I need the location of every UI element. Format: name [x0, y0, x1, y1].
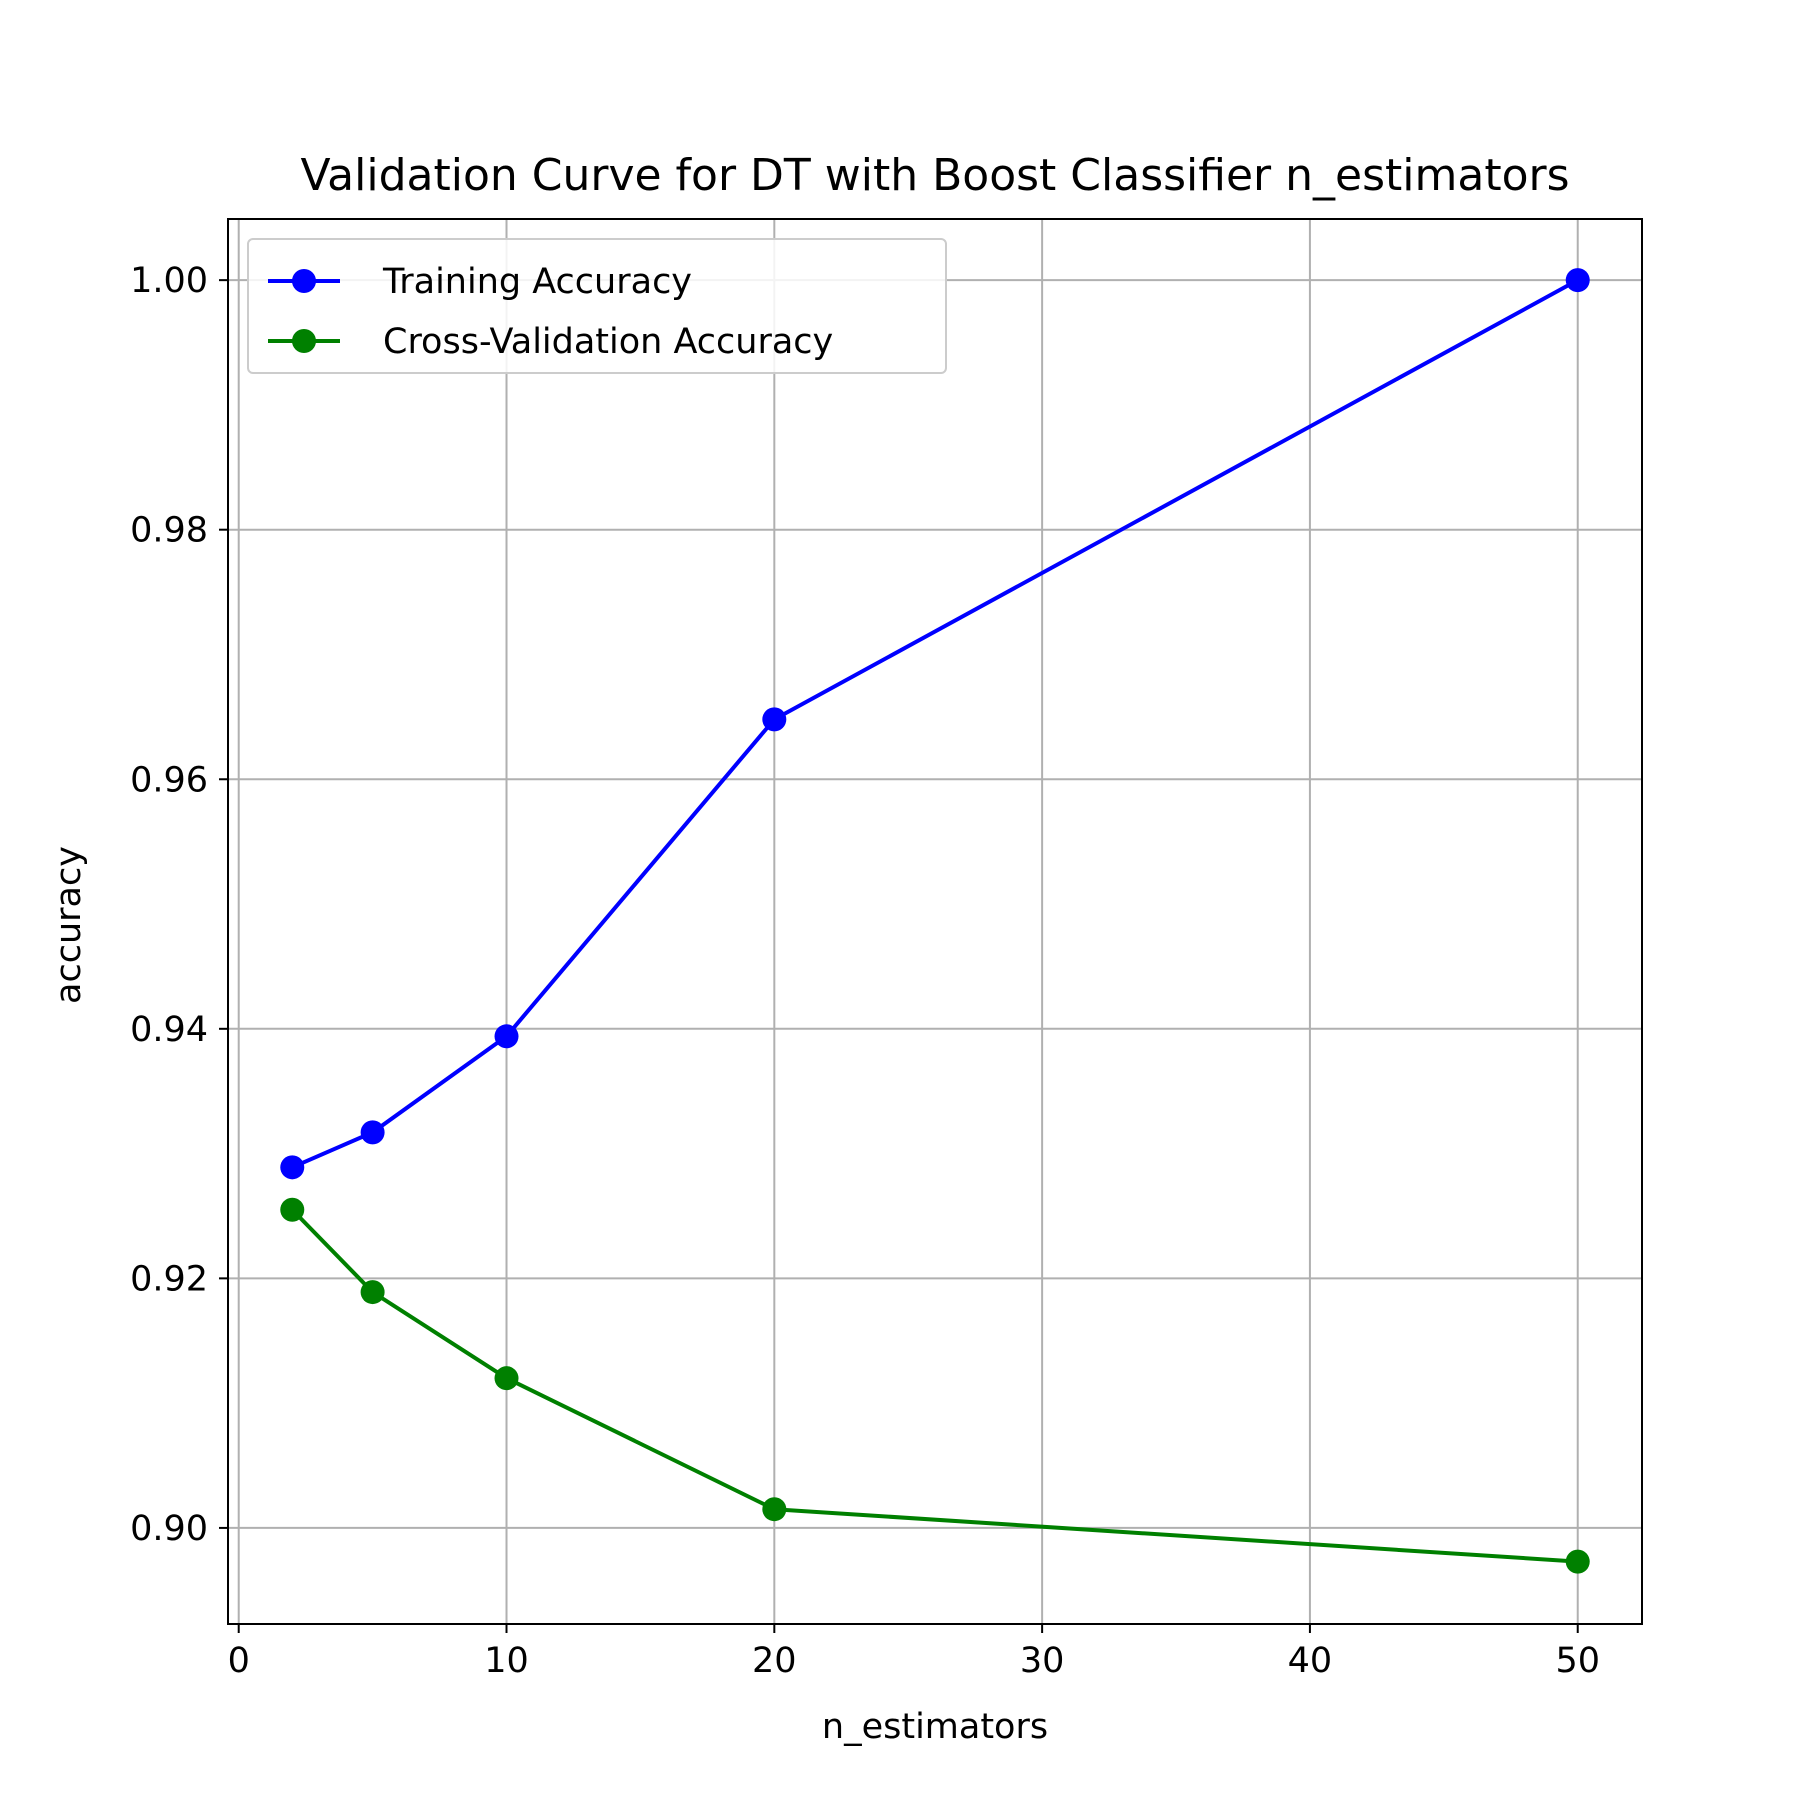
y-tick-label: 1.00	[130, 261, 208, 301]
x-axis-ticks: 0 10 20 30 40 50	[228, 1624, 1600, 1681]
y-tick-label: 0.92	[130, 1259, 208, 1299]
y-axis-ticks: 0.90 0.92 0.94 0.96 0.98 1.00	[130, 261, 228, 1549]
legend-marker-cross-validation-accuracy	[292, 329, 316, 353]
x-axis-label: n_estimators	[822, 1707, 1048, 1747]
x-tick-label: 20	[752, 1641, 797, 1681]
training-accuracy-point	[280, 1155, 305, 1180]
legend-label-cross-validation-accuracy: Cross-Validation Accuracy	[383, 322, 833, 362]
x-tick-label: 0	[228, 1641, 250, 1681]
cross-validation-accuracy-point	[762, 1497, 787, 1522]
cross-validation-accuracy-point	[494, 1366, 519, 1391]
x-tick-label: 30	[1020, 1641, 1065, 1681]
cross-validation-accuracy-point	[1565, 1549, 1590, 1574]
training-accuracy-point	[762, 707, 787, 732]
y-tick-label: 0.98	[130, 511, 208, 551]
x-tick-label: 10	[484, 1641, 529, 1681]
legend: Training Accuracy Cross-Validation Accura…	[247, 238, 947, 374]
y-axis-label: accuracy	[49, 846, 89, 1004]
y-tick-label: 0.90	[130, 1509, 208, 1549]
chart-title: Validation Curve for DT with Boost Class…	[300, 150, 1569, 201]
cross-validation-accuracy-point	[280, 1197, 305, 1222]
training-accuracy-point	[360, 1120, 385, 1145]
training-accuracy-point	[1565, 268, 1590, 293]
x-tick-label: 50	[1555, 1641, 1600, 1681]
training-accuracy-point	[494, 1024, 519, 1049]
legend-marker-training-accuracy	[292, 269, 316, 293]
legend-label-training-accuracy: Training Accuracy	[382, 262, 692, 302]
grid	[228, 219, 1642, 1624]
x-tick-label: 40	[1288, 1641, 1333, 1681]
y-tick-label: 0.96	[130, 760, 208, 800]
cross-validation-accuracy-point	[360, 1280, 385, 1305]
plot-series	[280, 268, 1590, 1574]
axes-frame	[227, 218, 1643, 1625]
y-tick-label: 0.94	[130, 1010, 208, 1050]
legend-box	[247, 238, 947, 374]
